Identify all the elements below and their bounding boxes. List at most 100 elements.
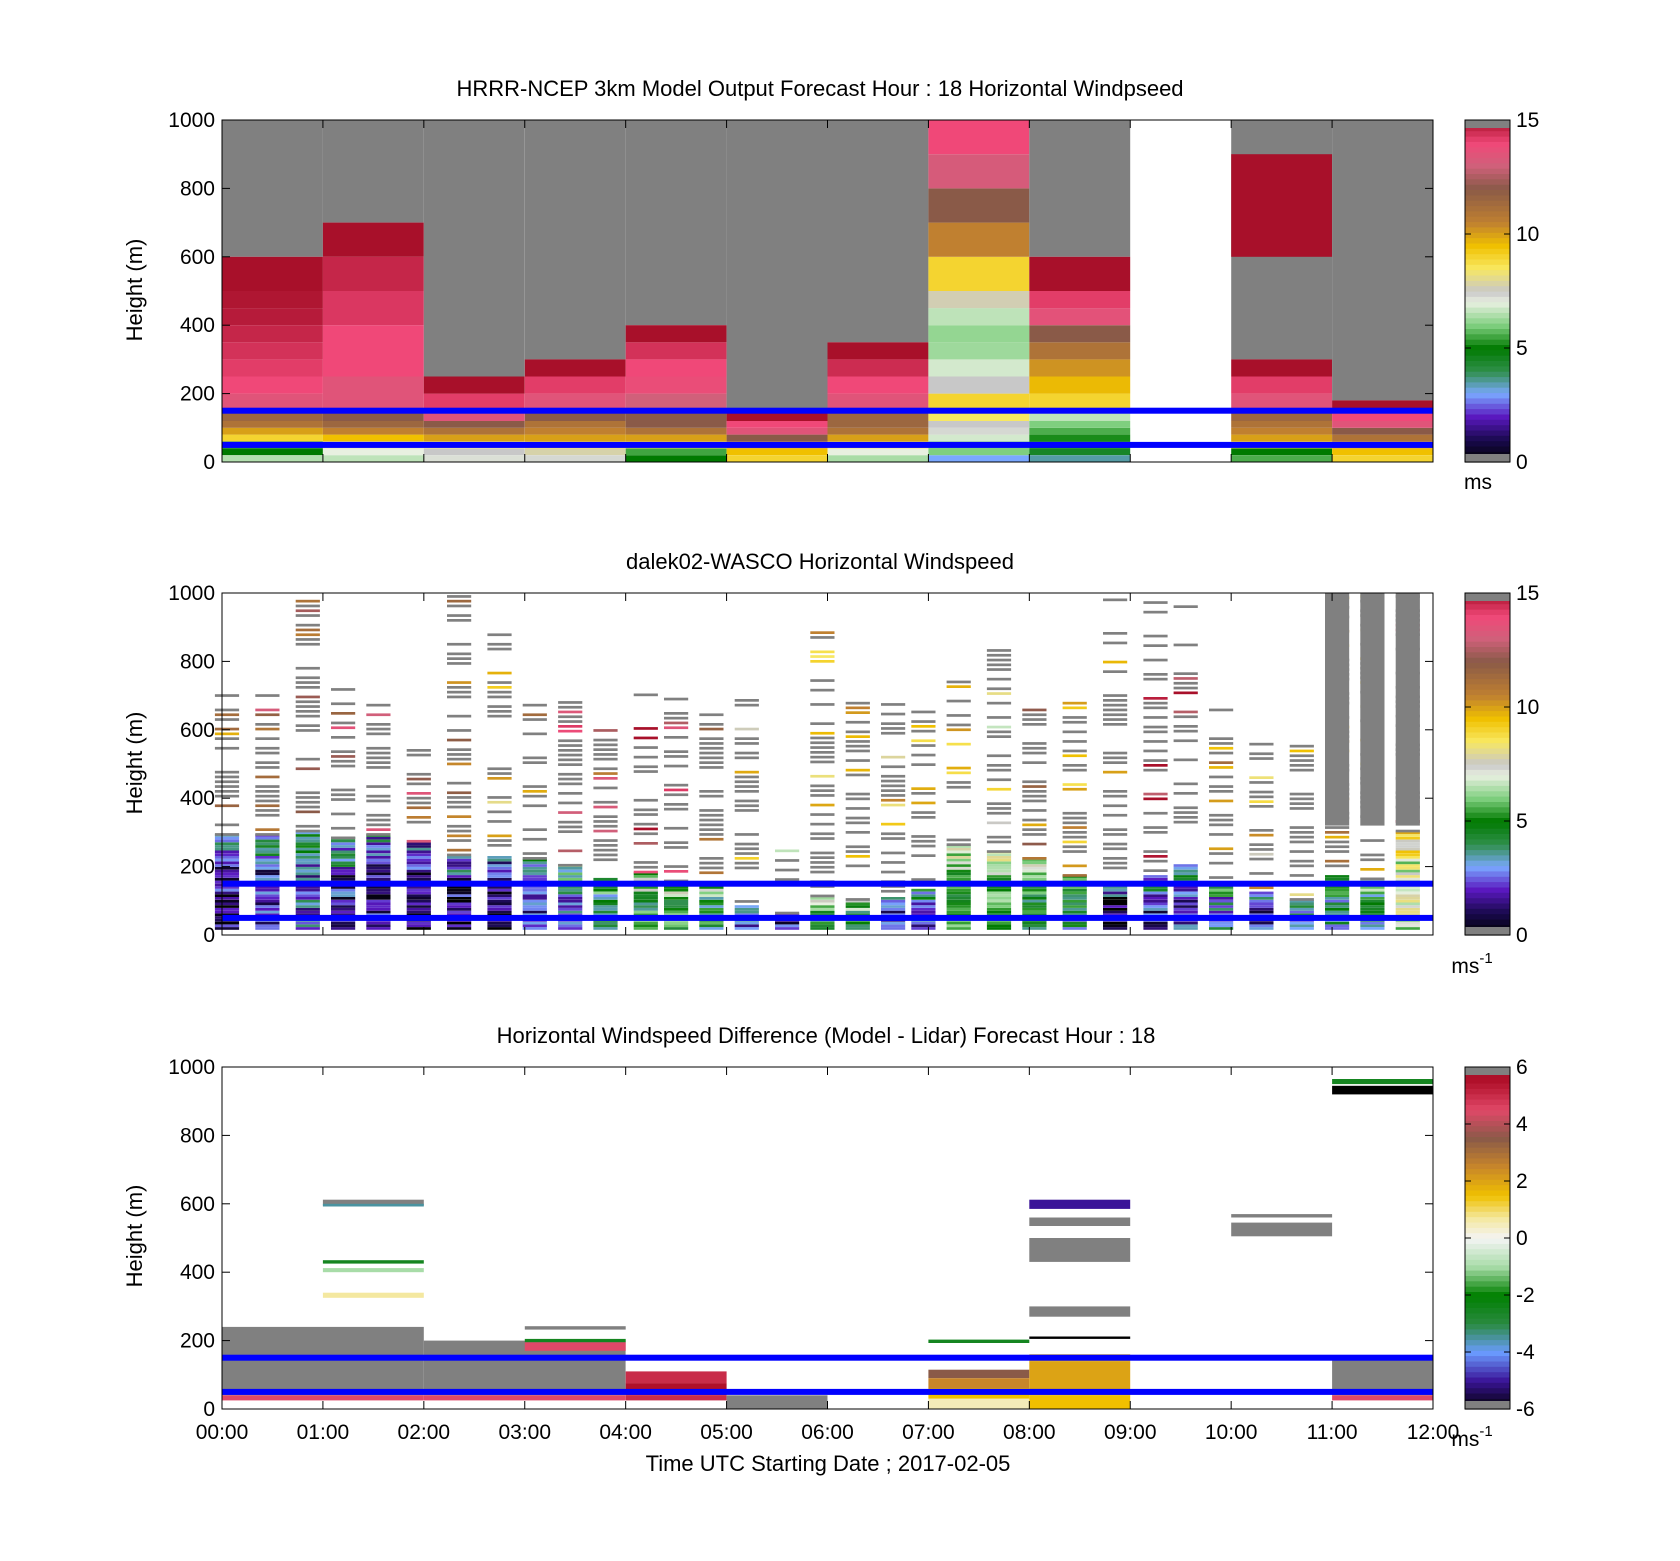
heatmap-cell [366,785,391,788]
heatmap-cell [487,897,512,900]
heatmap-cell [881,703,906,706]
heatmap-cell [664,841,689,844]
heatmap-cell [366,813,391,817]
heatmap-cell [487,767,512,771]
heatmap-cell [775,911,800,915]
heatmap-cell [255,761,280,764]
heatmap-cell [295,710,320,713]
heatmap-cell [366,845,391,848]
heatmap-cell [295,872,320,876]
heatmap-cell [699,727,724,731]
heatmap-cell [593,767,618,771]
heatmap-cell [881,902,906,906]
heatmap-cell [1062,877,1087,881]
heatmap-cell [734,927,759,930]
x-axis-tick-labels: 00:00 01:00 02:00 03:00 04:00 05:00 06:00 07:00… [196,1421,1460,1444]
heatmap-cell [1249,843,1274,846]
heatmap-cell [726,434,828,442]
heatmap-cell [1395,908,1420,911]
heatmap-cell [487,864,512,867]
heatmap-cell [295,897,320,900]
heatmap-cell [522,908,547,911]
heatmap-cell [633,872,658,876]
heatmap-cell [1249,905,1274,908]
heatmap-cell [1173,894,1198,897]
heatmap-cell [255,694,280,697]
heatmap-cell [222,376,323,394]
heatmap-cell [1022,751,1047,755]
heatmap-cell [1022,888,1047,892]
colorbar-segment [1465,742,1510,749]
colorbar-segment [1465,1141,1510,1148]
heatmap-cell [255,845,280,848]
heatmap-cell [447,839,472,842]
x-tick-label: 07:00 [902,1421,955,1444]
colorbar-unit-exponent: -1 [1479,950,1492,967]
heatmap-cell [1173,782,1198,786]
heatmap-cell [1022,823,1047,827]
heatmap-cell [331,755,356,758]
heatmap-cell [295,724,320,727]
heatmap-cell [558,772,583,776]
heatmap-cell [447,924,472,928]
heatmap-cell [423,421,525,428]
heatmap-cell [214,839,240,843]
heatmap-cell [1143,792,1168,796]
heatmap-cell [664,927,689,930]
heatmap-cell [593,927,618,930]
heatmap-cell [331,826,356,830]
heatmap-cell [1360,839,1385,842]
heatmap-cell [1062,874,1087,877]
heatmap-cell [593,913,618,917]
heatmap-cell [1173,875,1198,878]
heatmap-cell [633,770,658,773]
heatmap-cell [447,834,472,838]
heatmap-cell [845,831,870,834]
colorbar-segment [1465,162,1510,169]
heatmap-cell [928,376,1030,394]
heatmap-cell [295,604,320,608]
heatmap-cell [366,877,391,881]
heatmap-cell [734,900,759,903]
heatmap-cell [447,888,472,892]
heatmap-cell [946,858,971,862]
heatmap-cell [1325,908,1350,911]
heatmap-cell [1289,905,1314,908]
heatmap-cell [625,342,727,360]
colorbar-segment [1465,141,1510,148]
colorbar-segment [1465,397,1510,404]
heatmap-cell [699,737,724,740]
heatmap-cell [214,708,240,712]
heatmap-cell [1173,820,1198,824]
heatmap-cell [810,856,835,859]
heatmap-cell [558,921,583,925]
heatmap-cell [1062,826,1087,829]
heatmap-cell [664,793,689,797]
colorbar-segment [1465,365,1510,372]
heatmap-cell [734,751,759,755]
colorbar-segment [1465,854,1510,861]
heatmap-cell [447,891,472,895]
heatmap-cell [881,889,906,893]
heatmap-cell [1249,848,1274,851]
heatmap-cell [214,888,240,892]
heatmap-cell [1143,831,1168,834]
heatmap-cell [1062,902,1087,906]
heatmap-cell [447,829,472,833]
colorbar-segment [1465,598,1510,605]
colorbar-segment [1465,630,1510,637]
heatmap-cell [845,855,870,858]
heatmap-cell [593,772,618,775]
heatmap-cell [487,686,512,689]
heatmap-cell [522,910,547,914]
heatmap-cell [699,751,724,755]
heatmap-cell [222,393,323,411]
heatmap-cell [734,913,759,917]
heatmap-cell [522,872,547,876]
heatmap-cell [881,870,906,874]
heatmap-cell [1231,448,1333,456]
heatmap-cell [1360,897,1385,900]
heatmap-cell [1249,800,1274,803]
heatmap-cell [734,847,759,851]
